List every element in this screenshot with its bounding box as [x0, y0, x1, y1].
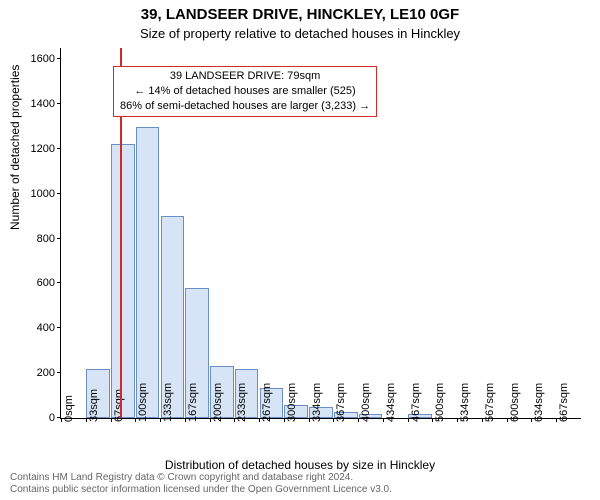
x-tick-label: 667sqm	[558, 383, 570, 422]
histogram-bar	[111, 144, 135, 418]
x-tick-label: 0sqm	[63, 395, 75, 422]
x-tick-mark	[259, 418, 260, 422]
x-tick-mark	[408, 418, 409, 422]
y-tick-label: 1400	[31, 98, 61, 110]
x-tick-label: 467sqm	[410, 383, 422, 422]
x-tick-label: 300sqm	[286, 383, 298, 422]
y-tick-label: 1200	[31, 143, 61, 155]
x-tick-mark	[284, 418, 285, 422]
x-axis-label: Distribution of detached houses by size …	[0, 458, 600, 472]
x-tick-label: 67sqm	[113, 389, 125, 422]
x-tick-label: 167sqm	[187, 383, 199, 422]
x-tick-label: 267sqm	[261, 383, 273, 422]
x-tick-mark	[111, 418, 112, 422]
x-tick-mark	[358, 418, 359, 422]
x-tick-mark	[61, 418, 62, 422]
x-tick-mark	[86, 418, 87, 422]
y-tick-mark	[57, 282, 61, 283]
footnote: Contains HM Land Registry data © Crown c…	[10, 472, 392, 496]
x-tick-label: 400sqm	[360, 383, 372, 422]
annotation-box: 39 LANDSEER DRIVE: 79sqm← 14% of detache…	[113, 66, 377, 117]
x-tick-label: 233sqm	[236, 383, 248, 422]
y-tick-mark	[57, 372, 61, 373]
y-tick-label: 1000	[31, 188, 61, 200]
x-tick-mark	[210, 418, 211, 422]
annotation-line: ← 14% of detached houses are smaller (52…	[120, 84, 370, 99]
x-tick-mark	[482, 418, 483, 422]
x-tick-label: 133sqm	[162, 383, 174, 422]
footnote-line2: Contains public sector information licen…	[10, 484, 392, 496]
y-tick-mark	[57, 103, 61, 104]
y-tick-label: 0	[49, 412, 61, 424]
y-tick-mark	[57, 58, 61, 59]
y-tick-mark	[57, 238, 61, 239]
y-tick-mark	[57, 193, 61, 194]
y-tick-label: 600	[37, 277, 61, 289]
y-tick-mark	[57, 327, 61, 328]
annotation-line: 39 LANDSEER DRIVE: 79sqm	[120, 69, 370, 84]
x-tick-mark	[185, 418, 186, 422]
x-tick-mark	[160, 418, 161, 422]
y-tick-label: 400	[37, 322, 61, 334]
y-tick-label: 1600	[31, 53, 61, 65]
annotation-line: 86% of semi-detached houses are larger (…	[120, 99, 370, 114]
x-tick-label: 33sqm	[88, 389, 100, 422]
x-tick-label: 334sqm	[311, 383, 323, 422]
histogram-bar	[136, 127, 160, 419]
x-tick-mark	[309, 418, 310, 422]
x-tick-label: 500sqm	[434, 383, 446, 422]
x-tick-mark	[507, 418, 508, 422]
x-tick-label: 100sqm	[137, 383, 149, 422]
y-axis-label: Number of detached properties	[8, 65, 22, 230]
x-tick-label: 634sqm	[533, 383, 545, 422]
chart-container: 39, LANDSEER DRIVE, HINCKLEY, LE10 0GF S…	[0, 0, 600, 500]
footnote-line1: Contains HM Land Registry data © Crown c…	[10, 472, 392, 484]
x-tick-mark	[383, 418, 384, 422]
chart-title: 39, LANDSEER DRIVE, HINCKLEY, LE10 0GF	[0, 6, 600, 23]
y-tick-label: 200	[37, 367, 61, 379]
x-tick-label: 200sqm	[212, 383, 224, 422]
y-tick-mark	[57, 148, 61, 149]
x-tick-label: 367sqm	[335, 383, 347, 422]
x-tick-label: 434sqm	[385, 383, 397, 422]
chart-subtitle: Size of property relative to detached ho…	[0, 26, 600, 41]
plot-area: 020040060080010001200140016000sqm33sqm67…	[60, 48, 581, 419]
x-tick-label: 567sqm	[484, 383, 496, 422]
x-tick-label: 534sqm	[459, 383, 471, 422]
y-tick-label: 800	[37, 233, 61, 245]
x-tick-label: 600sqm	[509, 383, 521, 422]
